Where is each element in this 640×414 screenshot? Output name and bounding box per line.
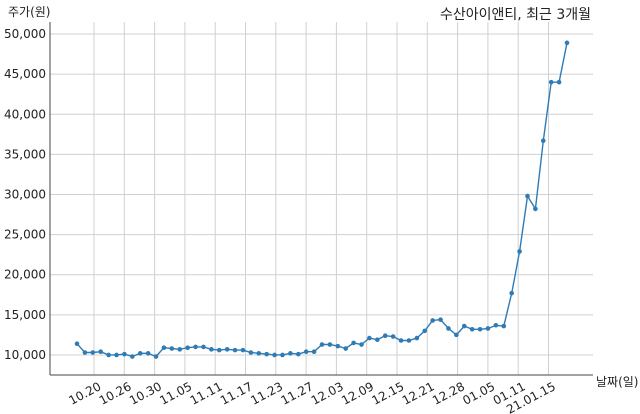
price-point — [454, 332, 459, 338]
price-point — [280, 352, 285, 358]
price-point — [430, 318, 435, 323]
y-tick-label: 45,000 — [4, 67, 46, 81]
price-point — [335, 343, 341, 349]
price-point — [533, 206, 538, 212]
x-tick-label: 10.26 — [97, 379, 134, 407]
price-point — [548, 79, 554, 85]
x-tick-label: 11.17 — [218, 379, 255, 407]
price-point — [272, 352, 277, 358]
price-point — [390, 334, 396, 339]
price-point — [185, 345, 190, 351]
price-point — [414, 335, 420, 341]
x-tick-label: 10.20 — [66, 379, 103, 407]
x-tick-label: 11.05 — [157, 379, 194, 407]
price-point — [74, 341, 80, 347]
price-point — [137, 351, 143, 356]
price-point — [517, 249, 522, 254]
price-point — [461, 323, 467, 329]
y-tick-label: 30,000 — [4, 187, 46, 201]
price-point — [240, 347, 246, 353]
x-tick-label: 11.23 — [248, 379, 285, 407]
price-point — [564, 40, 570, 46]
x-tick-label: 11.27 — [279, 379, 316, 407]
chart-title: 수산아이앤티, 최근 3개월 — [440, 7, 591, 23]
price-point — [311, 349, 317, 355]
price-point — [477, 326, 483, 332]
price-point — [106, 352, 111, 358]
x-axis-label: 날짜(일) — [596, 375, 638, 389]
price-point — [525, 193, 530, 199]
price-point — [130, 354, 135, 359]
price-point — [446, 326, 451, 331]
price-point — [422, 328, 428, 334]
y-tick-label: 40,000 — [4, 107, 46, 121]
y-axis-label: 주가(원) — [8, 5, 50, 19]
price-series-line — [76, 42, 568, 358]
price-point — [303, 349, 309, 355]
price-point — [406, 338, 412, 343]
price-point — [367, 335, 372, 341]
price-point — [359, 342, 364, 347]
price-point — [264, 351, 269, 357]
price-point — [382, 333, 388, 338]
y-tick-label: 35,000 — [4, 147, 46, 161]
y-tick-labels: 10,000 15,000 20,000 25,000 30,000 35,000 40,0… — [4, 27, 46, 362]
x-tick-label: 12.09 — [339, 379, 376, 407]
x-tick-label: 12.28 — [430, 379, 467, 407]
price-point — [343, 346, 349, 351]
price-point — [98, 349, 104, 355]
price-point — [540, 138, 546, 144]
x-tick-label: 01.05 — [460, 379, 497, 407]
x-tick-label: 12.15 — [369, 379, 406, 407]
price-point — [224, 347, 230, 352]
price-point — [153, 354, 159, 359]
y-tick-label: 20,000 — [4, 268, 46, 282]
price-point — [351, 340, 356, 346]
series-layer — [74, 40, 570, 359]
price-point — [501, 323, 507, 329]
price-point — [122, 351, 127, 357]
price-point — [216, 347, 222, 353]
price-point — [288, 351, 293, 356]
axes-layer — [49, 22, 593, 376]
price-point — [327, 342, 333, 347]
price-point — [161, 345, 167, 351]
price-point — [90, 350, 96, 355]
y-tick-label: 15,000 — [4, 308, 46, 322]
price-point — [177, 347, 183, 352]
price-point — [209, 347, 214, 352]
price-point — [485, 326, 491, 331]
y-tick-label: 25,000 — [4, 228, 46, 242]
price-point — [201, 344, 206, 350]
price-point — [509, 290, 514, 296]
price-point — [169, 346, 175, 351]
x-tick-label: 12.03 — [309, 379, 346, 407]
price-point — [556, 79, 562, 85]
price-point — [469, 326, 475, 332]
price-point — [438, 317, 443, 322]
y-tick-label: 10,000 — [4, 348, 46, 362]
x-tick-label: 10.30 — [127, 379, 164, 407]
price-point — [82, 350, 88, 355]
price-point — [256, 351, 262, 356]
price-point — [319, 342, 325, 347]
price-point — [193, 344, 198, 350]
x-tick-label: 11.11 — [188, 379, 225, 407]
price-point — [248, 350, 254, 355]
y-tick-label: 50,000 — [4, 27, 46, 41]
price-point — [493, 322, 499, 328]
price-point — [295, 351, 301, 357]
price-point — [114, 352, 119, 358]
price-point — [398, 338, 404, 343]
x-tick-labels: 10.2010.2610.3011.0511.1111.1711.2311.27… — [66, 379, 557, 414]
x-tick-label: 12.21 — [400, 379, 437, 407]
price-point — [375, 337, 380, 343]
grid-layer — [50, 22, 593, 375]
price-point — [232, 347, 238, 353]
price-point — [145, 351, 151, 356]
